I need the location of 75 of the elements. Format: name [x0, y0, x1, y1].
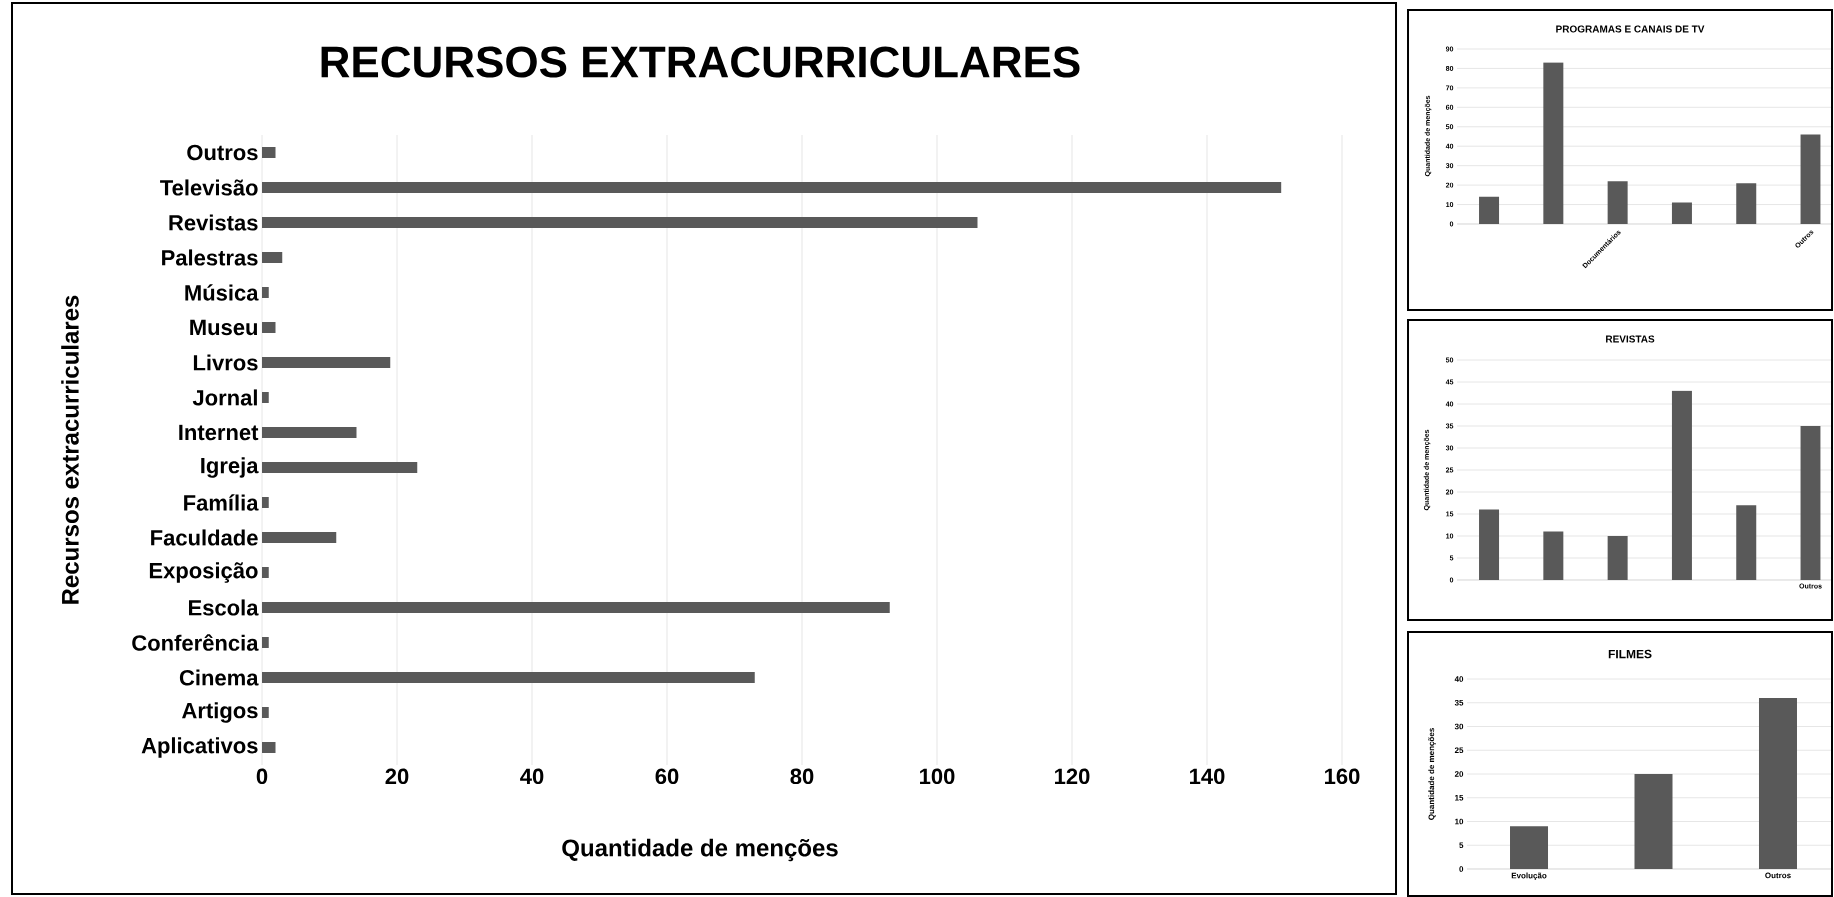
bar	[262, 462, 418, 473]
bar	[1479, 196, 1500, 224]
x-tick-label: Evolução	[1511, 872, 1547, 880]
bar	[1543, 531, 1564, 580]
x-tick-label: 100	[920, 768, 955, 785]
bar	[262, 532, 337, 543]
bar	[1758, 698, 1797, 869]
y-tick-label: Outros	[187, 144, 258, 161]
y-tick-label: 30	[1454, 723, 1464, 730]
bar	[262, 252, 283, 263]
chart-title: REVISTAS	[1606, 335, 1655, 343]
bar	[262, 147, 276, 158]
y-tick-label: Música	[185, 284, 259, 301]
bar	[262, 217, 978, 228]
bar	[262, 182, 1282, 193]
y-axis-title: Recursos extracurriculares	[61, 295, 79, 604]
y-tick-label: Televisão	[160, 179, 258, 196]
bar	[1736, 183, 1757, 224]
bar	[1607, 536, 1628, 580]
bar	[1479, 509, 1500, 580]
chart-title: PROGRAMAS E CANAIS DE TV	[1556, 25, 1705, 33]
bar	[262, 567, 269, 578]
y-tick-label: 5	[1459, 842, 1464, 849]
y-tick-label: 40	[1454, 676, 1464, 682]
y-tick-label: Escola	[189, 599, 259, 616]
y-tick-label: Livros	[193, 354, 258, 371]
y-tick-label: Museu	[190, 319, 258, 336]
x-tick-label: 80	[790, 768, 814, 785]
bar	[1510, 826, 1549, 869]
bar	[1671, 390, 1692, 580]
bar	[1736, 505, 1757, 580]
bar	[262, 287, 269, 298]
bar	[262, 427, 357, 438]
bar	[1671, 202, 1692, 224]
y-tick-label: Faculdade	[151, 529, 258, 546]
y-tick-label: Igreja	[201, 457, 259, 478]
y-tick-label: Cinema	[179, 669, 259, 686]
bar	[262, 322, 276, 333]
x-tick-label: 40	[520, 768, 544, 785]
chart-title: FILMES	[1608, 649, 1652, 659]
x-tick-label: 140	[1190, 768, 1225, 785]
y-tick-label: 0	[1459, 866, 1464, 872]
bar	[1800, 134, 1821, 224]
bar	[1800, 426, 1821, 580]
bar	[262, 497, 269, 508]
y-tick-label: 35	[1454, 699, 1464, 706]
y-axis-title: Quantidade de menções	[1428, 728, 1436, 820]
y-tick-label: Exposição	[149, 562, 258, 583]
x-tick-label: 20	[385, 768, 409, 785]
y-tick-label: Internet	[179, 424, 259, 441]
x-tick-label: 120	[1055, 768, 1090, 785]
bar	[1607, 181, 1628, 224]
y-tick-label: 10	[1455, 818, 1464, 825]
bar	[262, 707, 269, 719]
bar	[262, 637, 269, 649]
y-tick-label: Aplicativos	[141, 737, 258, 758]
chart-title: RECURSOS EXTRACURRICULARES	[321, 46, 1080, 78]
bar	[262, 742, 276, 754]
x-tick-label: 160	[1325, 768, 1360, 785]
y-tick-label: Família	[184, 494, 259, 511]
bar	[262, 602, 890, 613]
bar	[1634, 774, 1673, 869]
y-tick-label: Palestras	[162, 249, 258, 266]
y-tick-label: Jornal	[192, 389, 257, 406]
bar	[262, 672, 755, 683]
y-tick-label: 25	[1454, 747, 1464, 754]
y-tick-label: Artigos	[182, 702, 258, 723]
y-tick-label: Conferência	[132, 634, 259, 651]
bar	[1543, 62, 1564, 224]
bar	[262, 392, 269, 403]
bar	[262, 357, 391, 368]
y-tick-label: 15	[1455, 794, 1464, 801]
x-axis-title: Quantidade de menções	[562, 838, 838, 862]
x-tick-label: 60	[655, 768, 679, 785]
y-tick-label: Revistas	[169, 214, 258, 231]
